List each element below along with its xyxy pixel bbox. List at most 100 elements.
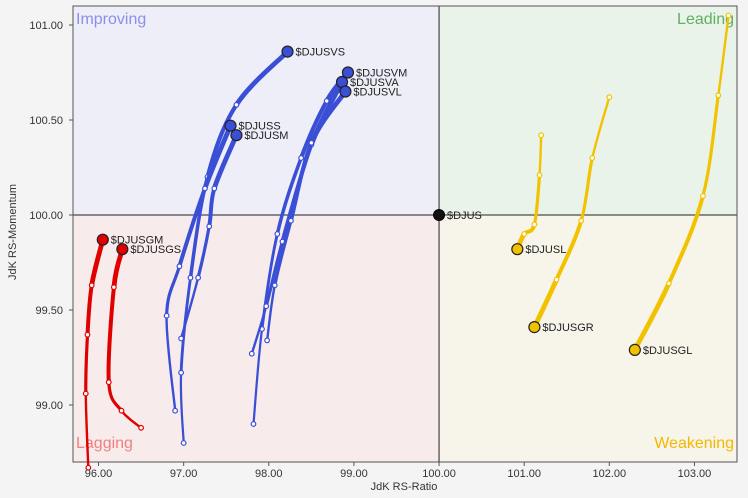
tail-point (263, 303, 270, 310)
tail-point (163, 312, 170, 319)
tail-point (536, 172, 543, 179)
series-djusvl (264, 85, 352, 344)
series-tail-segment (666, 194, 705, 286)
series-tail-segment (205, 102, 239, 180)
tail-point (118, 407, 125, 414)
series-djusgl (628, 12, 732, 356)
tail-point (248, 350, 255, 357)
quadrant-label-weakening: Weakening (654, 435, 734, 452)
benchmark-label: $DJUS (447, 210, 482, 222)
series-tail-segment (701, 93, 720, 198)
series-tail-segment (273, 219, 293, 287)
tail-point (178, 335, 185, 342)
tail-point (700, 193, 706, 199)
head-point (339, 85, 352, 98)
series-tail-segment (717, 14, 730, 97)
series-label-djusgm: $DJUSGM (111, 235, 164, 247)
head-point (116, 243, 129, 256)
x-tick-label: 100.00 (422, 468, 456, 480)
series-tail-segment (106, 285, 116, 385)
x-tick-label: 97.00 (170, 468, 198, 480)
tail-point (195, 274, 202, 281)
x-tick-label: 96.00 (85, 468, 113, 480)
tail-point (85, 464, 92, 471)
series-tail-segment (288, 140, 314, 223)
tail-point (233, 101, 240, 108)
quadrant-label-leading: Leading (677, 11, 734, 28)
series-tail-segment (299, 98, 329, 161)
tail-point (665, 280, 672, 287)
tail-point (180, 440, 187, 446)
tail-point (202, 185, 208, 192)
plot-border (72, 5, 738, 463)
y-tick-label: 99.00 (35, 400, 63, 412)
series-djusl (511, 132, 545, 256)
label-layer: $DJUSVS $DJUSVM$DJUSVA$DJUSVL $DJUSS$DJUSM… (111, 47, 693, 357)
series-tail-segment (165, 314, 177, 412)
head-point (230, 129, 243, 142)
series-tail-segment (207, 186, 217, 229)
tail-point (264, 337, 270, 344)
tail-point (178, 369, 185, 376)
tail-point (606, 94, 613, 101)
tail-point (172, 407, 179, 414)
tail-point (271, 282, 278, 289)
series-djusgs (105, 243, 145, 431)
series-tail-segment (532, 173, 542, 227)
series-tail-segment (84, 392, 90, 469)
tail-point (138, 424, 145, 431)
series-djuss (163, 119, 237, 414)
series-label-djusgl: $DJUSGL (643, 345, 693, 357)
series-label-djusgr: $DJUSGR (542, 322, 593, 334)
series-label-djuss: $DJUSS (238, 121, 280, 133)
head-point (511, 243, 524, 256)
tail-point (323, 98, 330, 104)
x-tick-label: 103.00 (678, 468, 712, 480)
series-tail-segment (264, 240, 284, 308)
tail-point (531, 221, 538, 228)
series-tail-segment (554, 218, 584, 282)
tail-point (88, 282, 95, 289)
series-label-djusva: $DJUSVA (350, 77, 399, 89)
quadrant-label-improving: Improving (76, 11, 146, 28)
head-point (628, 343, 641, 356)
tail-point (578, 217, 585, 224)
tail-point (274, 231, 281, 237)
series-tail-segment (179, 371, 185, 445)
tail-point (187, 274, 194, 281)
series-label-djusgs: $DJUSGS (130, 244, 181, 256)
series-label-djusl: $DJUSL (525, 244, 566, 256)
head-point (281, 45, 294, 58)
tail-point (105, 379, 112, 386)
series-tail-segment (85, 283, 94, 337)
series-tail-segment (275, 156, 303, 236)
y-tick-label: 101.00 (29, 20, 63, 32)
tail-point (538, 132, 545, 139)
tail-point (176, 263, 183, 270)
tail-point (288, 217, 294, 224)
tail-point (206, 223, 213, 230)
head-point (96, 233, 109, 246)
series-tail-segment (579, 156, 594, 223)
series-tail-segment (165, 264, 181, 318)
y-tick-label: 100.00 (29, 210, 63, 222)
quadrant-label-lagging: Lagging (76, 435, 133, 452)
y-axis-title: JdK RS-Momentum (7, 184, 19, 280)
head-point (224, 119, 237, 132)
tail-point (589, 155, 596, 161)
x-tick-label: 99.00 (340, 468, 368, 480)
series-djusgr (528, 94, 613, 334)
benchmark-point (433, 209, 446, 221)
tail-point (211, 185, 218, 192)
x-axis-title: JdK RS-Ratio (371, 481, 438, 493)
series-tail-segment (591, 96, 611, 160)
y-tick-label: 99.50 (35, 305, 63, 317)
series-label-djusm: $DJUSM (244, 130, 288, 142)
tail-point (84, 331, 91, 338)
tail-point (250, 421, 257, 427)
tail-point (110, 284, 117, 291)
tail-point (553, 276, 560, 283)
quadrant-improving (73, 6, 440, 215)
